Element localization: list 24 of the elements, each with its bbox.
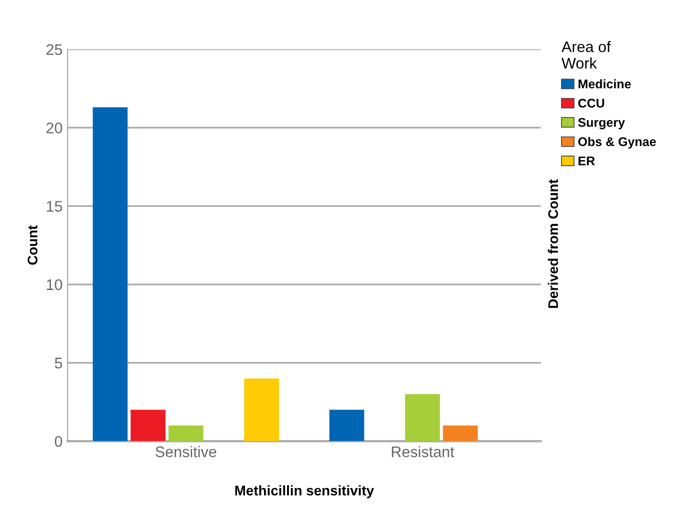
y-tick-label: 0 <box>54 436 62 447</box>
legend-label: Medicine <box>578 79 631 88</box>
legend-label: ER <box>578 156 595 166</box>
bar <box>130 410 166 442</box>
y-tick-label: 25 <box>46 44 62 55</box>
y-tick-label: 20 <box>46 122 62 134</box>
y-tick-label: 15 <box>46 201 62 212</box>
bar <box>92 107 128 442</box>
bar <box>405 394 440 442</box>
legend-title: Area of Work <box>562 40 611 69</box>
y-tick-label: 5 <box>54 358 62 368</box>
bar <box>244 378 280 442</box>
y-axis-title: Count <box>28 225 38 265</box>
x-tick-label: Sensitive <box>156 446 216 458</box>
legend-label: Obs & Gynae <box>578 136 656 149</box>
x-tick-label: Resistant <box>392 446 454 458</box>
bar <box>168 425 204 442</box>
legend-label: Surgery <box>578 118 625 130</box>
y2-axis-title: Derived from Count <box>548 179 558 308</box>
legend-label: CCU <box>578 98 604 108</box>
x-axis-title: Methicillin sensitivity <box>235 485 374 498</box>
bar <box>329 410 364 442</box>
bar <box>442 425 478 442</box>
y-tick-label: 10 <box>46 279 62 290</box>
